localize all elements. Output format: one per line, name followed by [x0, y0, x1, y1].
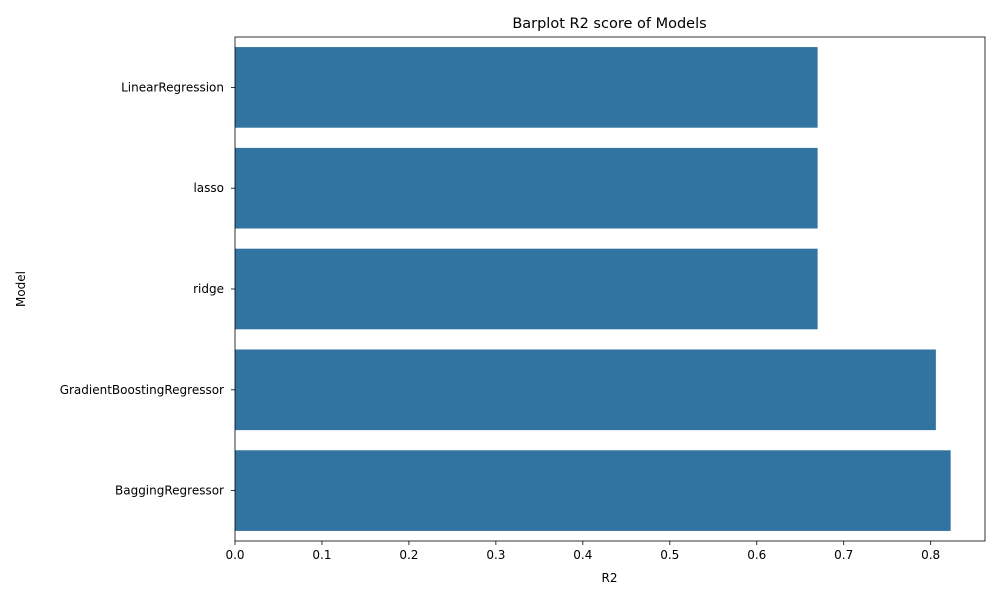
y-axis-ticks: LinearRegression lasso ridge GradientBoosti… — [60, 80, 235, 498]
bar-gradientboostingregressor — [235, 349, 936, 431]
x-axis-title: R2 — [602, 571, 618, 585]
bar-lasso — [235, 147, 818, 229]
bars-group — [235, 47, 951, 531]
x-axis-ticks: 0.0 0.1 0.2 0.3 0.4 0.5 0.6 0.7 0.8 — [225, 541, 940, 562]
x-tick-label: 0.3 — [486, 548, 505, 562]
chart-title: Barplot R2 score of Models — [512, 16, 706, 32]
bar-ridge — [235, 248, 818, 330]
x-tick-label: 0.4 — [573, 548, 592, 562]
x-tick-label: 0.7 — [834, 548, 853, 562]
bar-baggingregressor — [235, 450, 951, 531]
x-tick-label: 0.2 — [399, 548, 418, 562]
y-tick-label: BaggingRegressor — [115, 484, 224, 498]
plot-frame — [234, 36, 986, 542]
x-tick-label: 0.1 — [312, 548, 331, 562]
x-tick-label: 0.0 — [225, 548, 244, 562]
x-tick-label: 0.8 — [921, 548, 940, 562]
y-axis-title: Model — [14, 271, 28, 307]
x-tick-label: 0.6 — [747, 548, 766, 562]
y-tick-label: LinearRegression — [121, 80, 224, 94]
y-tick-label: lasso — [193, 181, 224, 195]
y-tick-label: GradientBoostingRegressor — [60, 383, 224, 397]
bar-linearregression — [235, 47, 818, 128]
y-tick-label: ridge — [193, 282, 224, 296]
x-tick-label: 0.5 — [660, 548, 679, 562]
